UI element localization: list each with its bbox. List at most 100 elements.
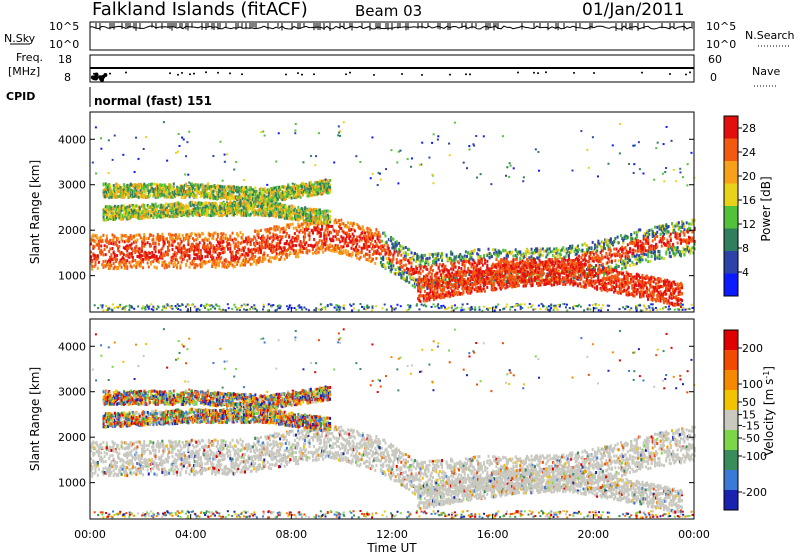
power-cell	[693, 242, 696, 246]
power-cell	[611, 284, 614, 288]
power-cell	[343, 239, 346, 243]
power-cell	[503, 256, 506, 260]
power-cell	[570, 250, 573, 254]
power-cell	[507, 261, 510, 265]
power-cell	[483, 282, 486, 286]
power-cell	[365, 252, 368, 256]
power-cell	[638, 228, 641, 232]
power-cell	[436, 295, 439, 299]
power-cell	[392, 257, 395, 261]
power-cell	[190, 242, 193, 246]
power-cell	[461, 269, 464, 273]
power-cell	[492, 248, 495, 252]
power-cell	[133, 234, 136, 238]
nave-point	[229, 72, 231, 75]
power-cell	[682, 222, 685, 226]
power-cell	[493, 273, 496, 277]
power-cell	[387, 246, 390, 250]
power-cell	[217, 255, 220, 259]
power-cell	[486, 275, 489, 279]
power-cell	[514, 263, 517, 267]
power-cell	[424, 253, 427, 257]
power-cell	[479, 270, 482, 274]
power-cell	[635, 276, 638, 280]
power-cell	[497, 260, 500, 264]
power-cell	[461, 280, 464, 284]
power-cell	[511, 283, 514, 287]
power-cell	[193, 266, 196, 270]
power-cell	[536, 274, 539, 278]
power-cell	[434, 281, 437, 285]
power-cell	[522, 265, 525, 269]
power-cell	[164, 250, 167, 254]
power-cell	[554, 276, 557, 280]
power-cell	[684, 239, 687, 243]
power-cell	[601, 285, 604, 289]
power-cell	[590, 265, 593, 269]
power-cell	[274, 256, 277, 260]
power-cell	[512, 284, 515, 288]
power-cell	[505, 254, 508, 258]
power-cell	[589, 253, 592, 257]
power-cell	[469, 279, 472, 283]
power-cell	[382, 258, 385, 262]
power-cell	[221, 251, 224, 255]
power-cell	[247, 253, 250, 257]
power-cell	[499, 265, 502, 269]
power-cell	[319, 245, 322, 249]
power-cell	[111, 238, 114, 242]
power-cell	[299, 250, 302, 254]
power-cell	[436, 254, 439, 258]
power-cell	[381, 264, 384, 268]
power-cell	[498, 269, 501, 273]
power-cell	[592, 275, 595, 279]
power-cell	[582, 258, 585, 262]
power-cell	[556, 271, 559, 275]
power-cell	[539, 253, 542, 257]
power-cell	[262, 253, 265, 257]
nave-point	[241, 73, 243, 76]
power-cell	[161, 256, 164, 260]
power-cell	[563, 277, 566, 281]
power-cell	[606, 289, 609, 293]
power-cell	[123, 234, 126, 238]
power-cell	[530, 273, 533, 277]
power-cell	[622, 271, 625, 275]
power-cell	[343, 225, 346, 229]
power-cell	[504, 275, 507, 279]
power-cell	[318, 247, 321, 251]
power-cell	[230, 252, 233, 256]
power-cell	[661, 224, 664, 228]
power-cell	[137, 248, 140, 252]
power-cell	[418, 270, 421, 274]
power-cell	[683, 228, 686, 232]
power-cell	[521, 254, 524, 258]
power-cell	[335, 229, 338, 233]
power-cell	[233, 258, 236, 262]
power-cell	[435, 263, 438, 267]
power-cell	[655, 242, 658, 246]
power-cell	[177, 249, 180, 253]
power-cell	[426, 282, 429, 286]
power-cell	[605, 270, 608, 274]
power-cell	[451, 289, 454, 293]
power-cell	[398, 272, 401, 276]
power-cell	[208, 248, 211, 252]
power-cell	[165, 253, 168, 257]
power-cell	[507, 270, 510, 274]
power-cell	[482, 287, 485, 291]
power-cell	[442, 285, 445, 289]
power-cell	[387, 259, 390, 263]
power-cell	[232, 255, 235, 259]
power-cell	[290, 245, 293, 249]
power-cell	[350, 246, 353, 250]
power-cell	[355, 238, 358, 242]
power-cell	[640, 290, 643, 294]
power-cell	[505, 251, 508, 255]
power-cell	[204, 245, 207, 249]
power-cell	[572, 271, 575, 275]
power-cell	[237, 258, 240, 262]
power-cell	[670, 245, 673, 249]
power-cell	[523, 279, 526, 283]
power-cell	[427, 285, 430, 289]
